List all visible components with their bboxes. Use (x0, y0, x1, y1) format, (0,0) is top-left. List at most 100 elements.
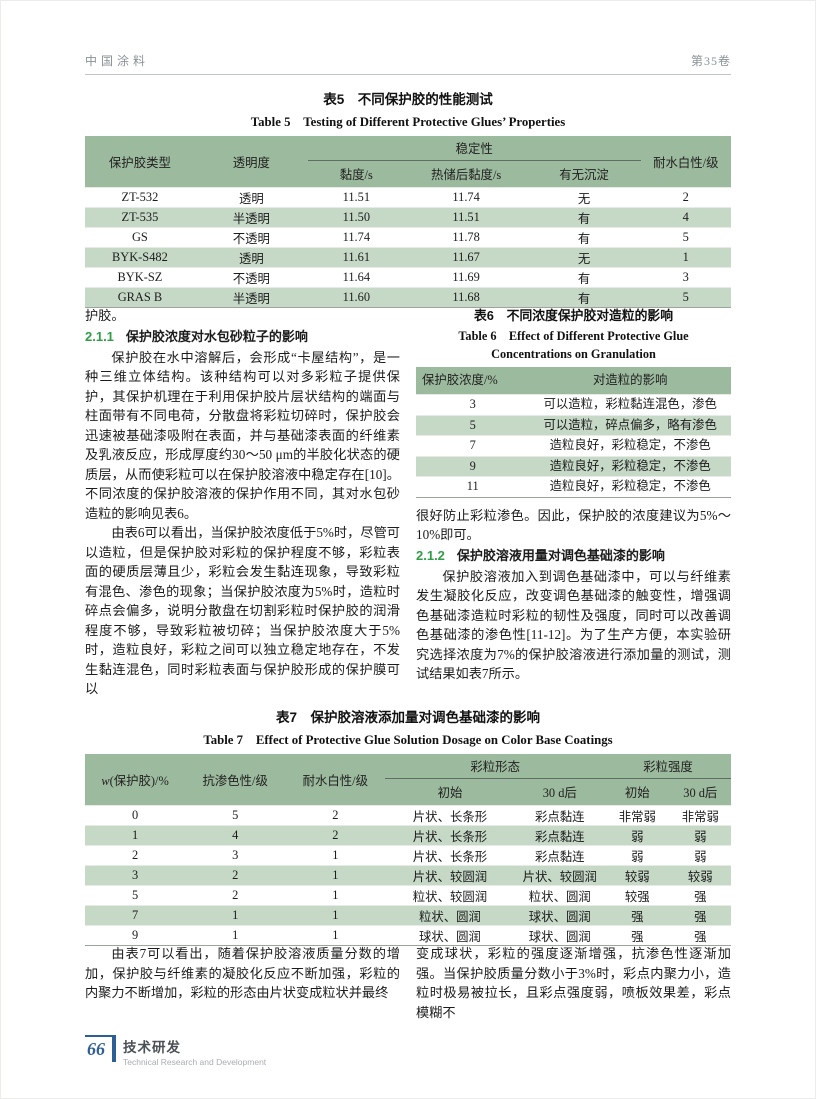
table-cell: 11.61 (307, 247, 405, 268)
table-cell: 强 (694, 929, 707, 944)
table6-title-zh: 表6 不同浓度保护胶对造粒的影响 (473, 308, 674, 323)
table-row: ZT-532 透明 11.51 11.74 无 2 (85, 187, 731, 208)
bottom-right-column: 变成球状，彩粒的强度逐渐增强，抗渗色性逐渐加强。当保护胶质量分数小于3%时，彩点… (416, 944, 731, 1022)
table-row: 5 2 1 粒状、较圆润 粒状、圆润 较强 强 (85, 885, 731, 906)
table-cell: 5 (131, 888, 139, 902)
table5-header-viscosity-heat: 热储后黏度/s (404, 160, 528, 188)
table-row: 9 1 1 球状、圆润 球状、圆润 强 强 (85, 925, 731, 946)
table-cell: 11.50 (307, 207, 405, 228)
table-cell: 5 (682, 230, 689, 244)
table7: w(保护胶)/% 抗渗色性/级 耐水白性/级 彩粒形态 彩粒强度 初始 30 d… (85, 754, 731, 946)
table-cell: BYK-SZ (117, 270, 163, 284)
table-cell: 11.64 (342, 270, 371, 284)
paragraph: 由表6可以看出，当保护胶浓度低于5%时，尽管可以造粒，但是保护胶对彩粒的保护程度… (85, 525, 400, 696)
table-cell: 不透明 (232, 231, 270, 246)
table-cell: 透明 (238, 191, 264, 206)
table-cell: 11.68 (404, 287, 528, 308)
left-column: 护胶。 2.1.1 保护胶浓度对水包砂粒子的影响 保护胶在水中溶解后，会形成“卡屋… (85, 306, 400, 699)
table-row: 3 可以造粒，彩粒黏连混色，渗色 (416, 394, 731, 416)
table-cell: 1 (285, 865, 386, 886)
table-cell: 非常弱 (618, 809, 656, 824)
table7-section: 表7 保护胶溶液添加量对调色基础漆的影响 Table 7 Effect of P… (85, 706, 731, 946)
table-cell: 可以造粒，彩粒黏连混色，渗色 (543, 397, 717, 411)
table-cell: 2 (285, 825, 386, 846)
table6-header-effect: 对造粒的影响 (529, 366, 731, 395)
paragraph: 由表7可以看出，随着保护胶溶液质量分数的增加，保护胶与纤维素的凝胶化反应不断加强… (85, 946, 400, 1000)
paragraph: 保护胶溶液加入到调色基础漆中，可以与纤维素发生凝胶化反应，改变调色基础漆的触变性… (416, 568, 731, 682)
section-number: 2.1.1 (85, 328, 114, 344)
table-cell: 3 (469, 397, 476, 411)
table-row: 9 造粒良好，彩粒稳定，不渗色 (416, 456, 731, 477)
table-cell: 可以造粒，碎点偏多，略有渗色 (529, 415, 731, 436)
table-cell: 透明 (194, 247, 308, 268)
bottom-columns: 由表7可以看出，随着保护胶溶液质量分数的增加，保护胶与纤维素的凝胶化反应不断加强… (85, 944, 731, 1022)
table-row: 0 5 2 片状、长条形 彩点黏连 非常弱 非常弱 (85, 805, 731, 826)
table-cell: 球状、圆润 (514, 905, 605, 926)
table5-header-transparency: 透明度 (194, 136, 308, 188)
table-cell: 11.74 (342, 230, 371, 244)
table-cell: 非常弱 (681, 809, 719, 824)
section-number: 2.1.2 (416, 547, 445, 563)
table-row: 2 3 1 片状、长条形 彩点黏连 弱 弱 (85, 845, 731, 866)
table-cell: 3 (85, 865, 186, 886)
table-cell: 1 (185, 905, 286, 926)
section-heading-2-1-2: 2.1.2 保护胶溶液用量对调色基础漆的影响 (416, 545, 731, 567)
table7-header-strength-group: 彩粒强度 (605, 754, 731, 779)
table-cell: 弱 (605, 825, 670, 846)
table-row: 3 2 1 片状、较圆润 片状、较圆润 较弱 较弱 (85, 865, 731, 886)
table-cell: 造粒良好，彩粒稳定，不渗色 (549, 438, 711, 452)
footer-section-label: 技术研发 Technical Research and Development (123, 1035, 266, 1067)
table-cell: 不透明 (232, 271, 270, 286)
footer-section-zh: 技术研发 (123, 1040, 181, 1055)
table6-header-concentration: 保护胶浓度/% (416, 366, 530, 395)
table-cell: 11.78 (452, 230, 480, 244)
table-cell: 1 (332, 888, 339, 902)
table-cell: 2 (332, 808, 339, 822)
table-cell: 片状、长条形 (385, 825, 515, 846)
table-cell: 半透明 (194, 287, 308, 308)
table-cell: 9 (416, 456, 530, 477)
table5-header-stability-group: 稳定性 (307, 136, 641, 161)
table-cell: 有 (577, 231, 591, 246)
table-cell: 11.60 (307, 287, 405, 308)
table-cell: 11.74 (452, 190, 480, 204)
table6-section: 表6 不同浓度保护胶对造粒的影响 Table 6 Effect of Diffe… (416, 306, 731, 498)
table-cell: 较强 (624, 889, 650, 904)
table5-section: 表5 不同保护胶的性能测试 Table 5 Testing of Differe… (85, 88, 731, 308)
paragraph: 变成球状，彩粒的强度逐渐增强，抗渗色性逐渐加强。当保护胶质量分数小于3%时，彩点… (416, 946, 731, 1020)
page-number: 66 (87, 1039, 105, 1059)
table5-title-en: Table 5 Testing of Different Protective … (250, 115, 566, 129)
table-row: 11 造粒良好，彩粒稳定，不渗色 (416, 476, 731, 498)
table-cell: 弱 (631, 849, 644, 864)
table-cell: 有 (527, 287, 641, 308)
table-cell: 强 (669, 905, 731, 926)
table-row: ZT-535 半透明 11.50 11.51 有 4 (85, 207, 731, 228)
table-cell: 11 (466, 479, 479, 493)
footer-section-en: Technical Research and Development (123, 1057, 267, 1067)
table7-subheader-initial: 初始 (605, 778, 670, 806)
table-cell: 5 (232, 808, 239, 822)
table-cell: 半透明 (194, 207, 308, 228)
table-cell: 造粒良好，彩粒稳定，不渗色 (529, 456, 731, 477)
table5: 保护胶类型 透明度 稳定性 耐水白性/级 黏度/s 热储后黏度/s 有无沉淀 Z… (85, 136, 731, 308)
table-cell: 造粒良好，彩粒稳定，不渗色 (549, 479, 711, 493)
w-symbol: w (101, 773, 110, 788)
table-cell: 片状、较圆润 (514, 865, 605, 886)
table-row: GRAS B 半透明 11.60 11.68 有 5 (85, 287, 731, 308)
table-cell: 粒状、圆润 (528, 889, 591, 904)
table-cell: 1 (640, 247, 731, 268)
table-cell: 较弱 (669, 865, 731, 886)
table-cell: 2 (682, 190, 689, 204)
body-columns: 护胶。 2.1.1 保护胶浓度对水包砂粒子的影响 保护胶在水中溶解后，会形成“卡屋… (85, 306, 731, 699)
table-cell: 1 (232, 928, 239, 942)
w-rest: (保护胶)/% (109, 773, 169, 788)
table-cell: 球状、圆润 (418, 929, 481, 944)
page-number-box: 66 (85, 1035, 116, 1062)
table-cell: 11.67 (404, 247, 528, 268)
table7-title-zh: 表7 保护胶溶液添加量对调色基础漆的影响 (275, 710, 540, 725)
table-cell: 有 (527, 207, 641, 228)
table-cell: 0 (131, 808, 139, 822)
table-row: 7 1 1 粒状、圆润 球状、圆润 强 强 (85, 905, 731, 926)
table-cell: 粒状、圆润 (385, 905, 515, 926)
